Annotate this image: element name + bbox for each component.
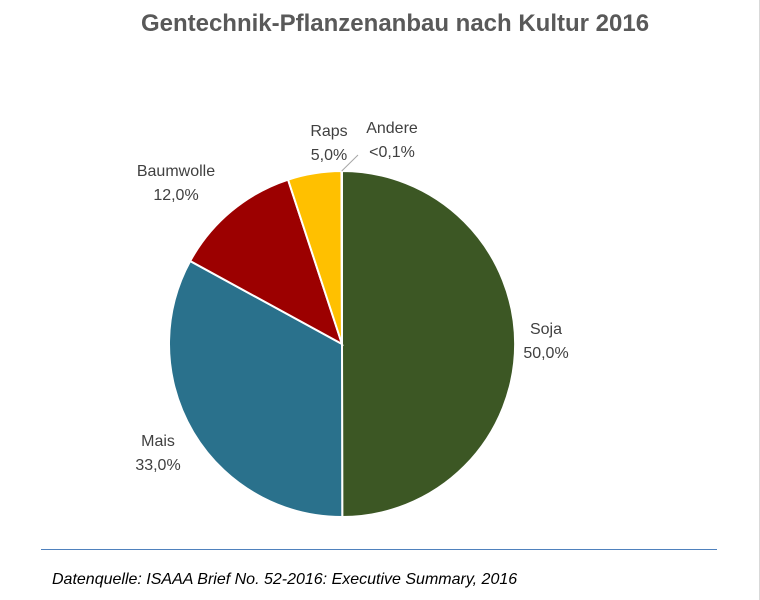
data-label-baumwolle-value: 12,0% bbox=[153, 187, 198, 204]
data-label-raps-name: Raps bbox=[310, 123, 347, 140]
pie-slice-mais bbox=[167, 259, 344, 519]
data-label-baumwolle-name: Baumwolle bbox=[137, 163, 215, 180]
footer-divider bbox=[41, 549, 717, 550]
pie-leader-lines bbox=[341, 154, 359, 172]
data-label-andere: Andere <0,1% bbox=[366, 120, 418, 161]
chart-title: Gentechnik-Pflanzenanbau nach Kultur 201… bbox=[140, 10, 650, 37]
pie-slice-soja bbox=[341, 169, 517, 519]
data-label-raps: Raps 5,0% bbox=[310, 123, 347, 164]
data-label-raps-value: 5,0% bbox=[311, 147, 347, 164]
data-label-mais-value: 33,0% bbox=[135, 457, 180, 474]
pie-data-labels: Soja 50,0% Mais 33,0% Baumwolle 12,0% Raps 5,0%… bbox=[135, 120, 568, 474]
data-label-soja: Soja 50,0% bbox=[523, 321, 568, 362]
data-label-soja-value: 50,0% bbox=[523, 345, 568, 362]
data-label-andere-value: <0,1% bbox=[369, 144, 415, 161]
pie-slices bbox=[167, 169, 517, 519]
data-label-andere-name: Andere bbox=[366, 120, 418, 137]
data-label-baumwolle: Baumwolle 12,0% bbox=[137, 163, 215, 204]
data-label-soja-name: Soja bbox=[530, 321, 562, 338]
pie-slice-andere bbox=[340, 169, 343, 345]
leader-line-andere bbox=[341, 154, 359, 172]
data-label-mais-name: Mais bbox=[141, 433, 175, 450]
pie-slice-baumwolle bbox=[188, 178, 344, 347]
source-note: Datenquelle: ISAAA Brief No. 52-2016: Ex… bbox=[52, 571, 518, 588]
data-label-mais: Mais 33,0% bbox=[135, 433, 180, 474]
